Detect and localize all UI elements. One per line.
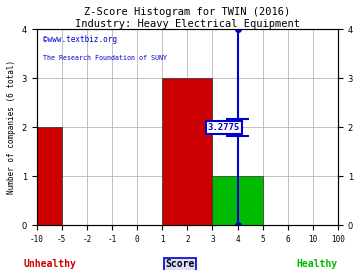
Text: Score: Score — [165, 259, 195, 269]
Bar — [37, 127, 62, 225]
Text: Unhealthy: Unhealthy — [24, 259, 77, 269]
Text: Healthy: Healthy — [296, 259, 337, 269]
Title: Z-Score Histogram for TWIN (2016)
Industry: Heavy Electrical Equipment: Z-Score Histogram for TWIN (2016) Indust… — [75, 7, 300, 29]
Text: 3.2775: 3.2775 — [208, 123, 240, 132]
Y-axis label: Number of companies (6 total): Number of companies (6 total) — [7, 60, 16, 194]
Text: ©www.textbiz.org: ©www.textbiz.org — [42, 35, 117, 44]
Text: The Research Foundation of SUNY: The Research Foundation of SUNY — [42, 55, 167, 61]
Bar — [162, 78, 212, 225]
Bar — [212, 176, 262, 225]
